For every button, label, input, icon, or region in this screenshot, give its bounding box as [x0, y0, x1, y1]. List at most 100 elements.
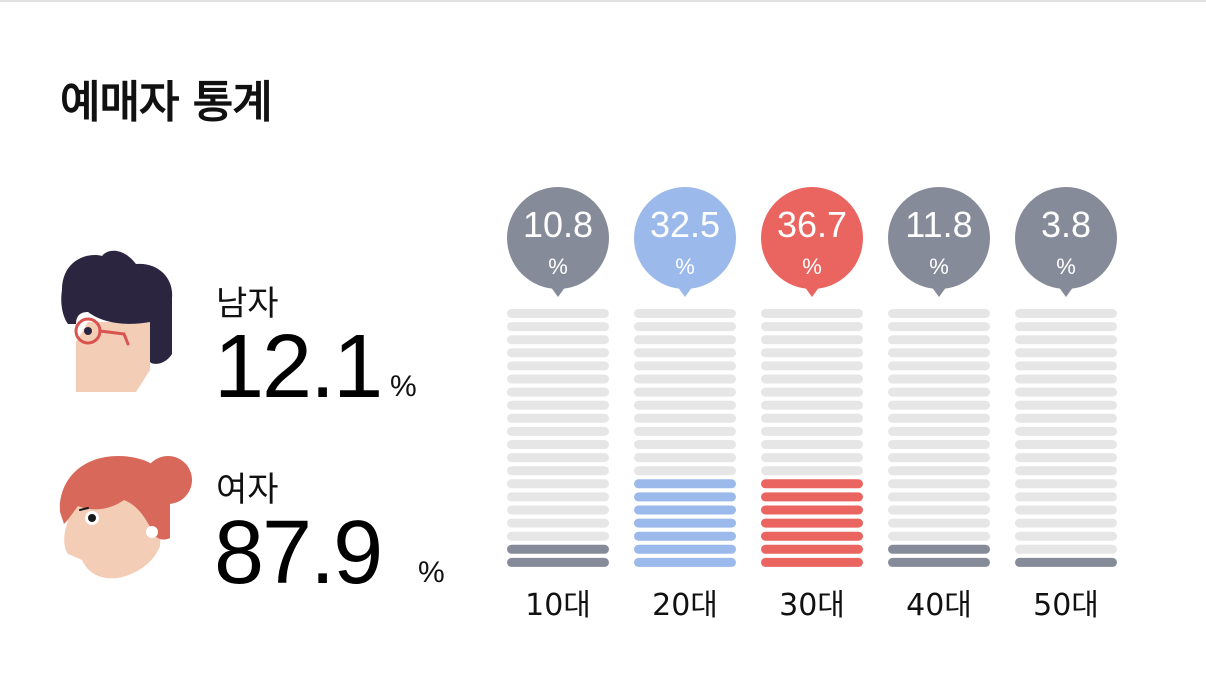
bar-segment-filled: [761, 492, 863, 502]
bubble-pointer: [931, 286, 947, 297]
bar-segment-empty: [888, 361, 990, 371]
bar-segment-empty: [1015, 466, 1117, 476]
bar-segment-filled: [634, 492, 736, 502]
bar-segment-empty: [761, 348, 863, 358]
female-percent-sign: %: [418, 556, 445, 589]
bar-segment-empty: [634, 361, 736, 371]
bar-segment-empty: [761, 335, 863, 345]
female-percentage: 87.9: [214, 503, 383, 603]
bar-segment-filled: [761, 531, 863, 541]
female-avatar-icon: [59, 456, 192, 579]
bar-segment-empty: [761, 453, 863, 463]
bar-segment-empty: [507, 322, 609, 332]
bar-segment-empty: [1015, 413, 1117, 423]
bar-segment-empty: [888, 387, 990, 397]
bar-segment-filled: [888, 557, 990, 567]
bar-segment-empty: [634, 413, 736, 423]
bar-segment-filled: [761, 479, 863, 489]
bar-segment-empty: [761, 400, 863, 410]
bar-segment-empty: [888, 492, 990, 502]
bar-segment-empty: [1015, 348, 1117, 358]
bar-segment-empty: [1015, 374, 1117, 384]
bar-segment-empty: [507, 413, 609, 423]
bar-segment-filled: [634, 518, 736, 528]
bar-segment-filled: [761, 544, 863, 554]
bar-segment-empty: [507, 492, 609, 502]
bar-segment-filled: [634, 557, 736, 567]
bar-segment-empty: [888, 348, 990, 358]
bar-segment-empty: [1015, 505, 1117, 515]
bar-segment-empty: [888, 466, 990, 476]
bar-segment-empty: [761, 466, 863, 476]
bar-segment-empty: [1015, 440, 1117, 449]
bar-segment-empty: [761, 374, 863, 384]
bar-segment-empty: [888, 335, 990, 345]
bar-segment-empty: [761, 440, 863, 449]
bubble-value-label: 3.8: [1041, 204, 1091, 245]
bubble-value-label: 11.8: [905, 204, 972, 245]
bar-segment-empty: [888, 531, 990, 541]
value-bubble: [761, 187, 863, 289]
bar-segment-filled: [761, 505, 863, 515]
bubble-value-label: 32.5: [650, 204, 720, 245]
bubble-pointer: [677, 286, 693, 297]
value-bubble: [507, 187, 609, 289]
bar-segment-empty: [1015, 361, 1117, 371]
bar-segment-empty: [507, 453, 609, 463]
bar-segment-empty: [888, 322, 990, 332]
bubble-percent-label: %: [548, 254, 568, 279]
bubble-pointer: [804, 286, 820, 297]
bar-segment-empty: [1015, 387, 1117, 397]
bar-segment-empty: [761, 322, 863, 332]
bar-segment-filled: [761, 518, 863, 528]
category-label: 20대: [652, 588, 718, 623]
page-title: 예매자 통계: [60, 77, 273, 128]
bar-segment-empty: [507, 309, 609, 318]
bar-segment-empty: [634, 387, 736, 397]
bar-segment-empty: [507, 400, 609, 410]
bar-segment-empty: [634, 440, 736, 449]
bar-segment-empty: [634, 374, 736, 384]
bar-segment-empty: [888, 518, 990, 528]
bar-segment-empty: [1015, 335, 1117, 345]
bar-segment-empty: [888, 440, 990, 449]
male-avatar-icon: [61, 250, 173, 392]
bar-segment-empty: [1015, 492, 1117, 502]
bubble-percent-label: %: [1056, 254, 1076, 279]
bar-segment-empty: [507, 374, 609, 384]
bar-segment-filled: [507, 544, 609, 554]
bar-segment-filled: [634, 479, 736, 489]
bar-segment-empty: [1015, 544, 1117, 554]
bar-segment-empty: [1015, 531, 1117, 541]
bar-segment-empty: [888, 505, 990, 515]
bar-segment-empty: [1015, 322, 1117, 332]
bar-segment-empty: [507, 387, 609, 397]
male-percent-sign: %: [390, 370, 417, 403]
bar-segment-empty: [1015, 453, 1117, 463]
bar-segment-empty: [761, 426, 863, 436]
bar-segment-empty: [634, 453, 736, 463]
bar-segment-empty: [634, 309, 736, 318]
bar-segment-empty: [507, 466, 609, 476]
category-label: 10대: [525, 588, 591, 623]
bar-segment-empty: [761, 413, 863, 423]
bar-segment-empty: [507, 361, 609, 371]
bubble-percent-label: %: [929, 254, 949, 279]
bar-segment-empty: [507, 505, 609, 515]
bar-segment-empty: [888, 400, 990, 410]
bar-segment-filled: [634, 505, 736, 515]
bubble-percent-label: %: [675, 254, 695, 279]
bubble-pointer: [550, 286, 566, 297]
bar-segment-empty: [761, 387, 863, 397]
bar-segment-empty: [507, 426, 609, 436]
value-bubble: [888, 187, 990, 289]
bar-segment-filled: [507, 557, 609, 567]
bar-segment-empty: [507, 518, 609, 528]
bar-segment-empty: [634, 348, 736, 358]
bar-segment-empty: [888, 374, 990, 384]
bar-segment-empty: [634, 400, 736, 410]
bar-segment-empty: [1015, 479, 1117, 489]
value-bubble: [1015, 187, 1117, 289]
male-label: 남자: [216, 284, 279, 324]
bar-segment-empty: [507, 440, 609, 449]
